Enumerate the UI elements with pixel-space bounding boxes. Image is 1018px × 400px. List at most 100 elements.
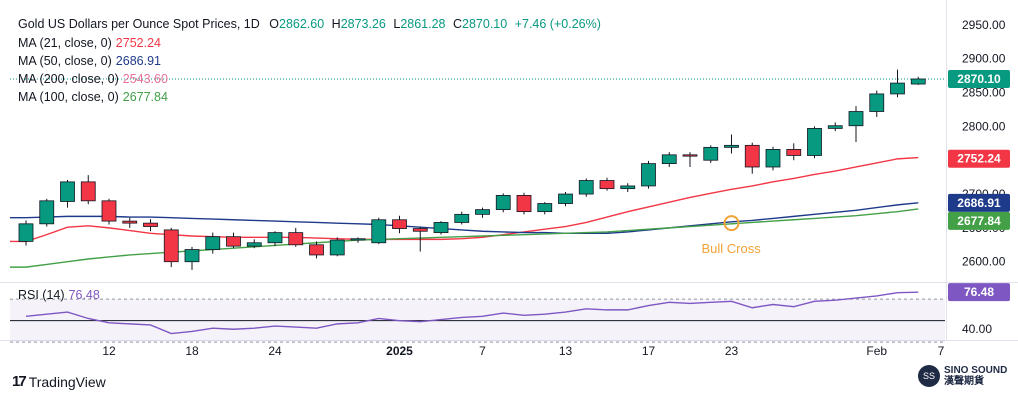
price-tick-label: 2850.00 [962, 86, 1006, 100]
candle [267, 231, 283, 247]
ma21-label: MA (21, close, 0) [18, 36, 112, 50]
chart-header: Gold US Dollars per Ounce Spot Prices, 1… [18, 17, 601, 31]
candle [18, 220, 34, 246]
candle [703, 145, 719, 163]
price-label: 2870.10 [957, 72, 1001, 86]
price-label-bg [948, 193, 1010, 212]
legend-ma200[interactable]: MA (200, close, 0) 2543.60 [18, 72, 168, 86]
candle-body [267, 232, 283, 244]
price-label: 2752.24 [957, 152, 1001, 166]
candle [392, 215, 407, 234]
candle [329, 237, 345, 257]
candle-body [205, 236, 221, 250]
rsi-value-label: 76.48 [964, 285, 994, 299]
candle [890, 69, 905, 98]
ma100-value: 2677.84 [122, 90, 168, 104]
bull-cross-label: Bull Cross [702, 241, 762, 256]
ma50-label: MA (50, close, 0) [18, 54, 112, 68]
sino-sound-watermark: SS SINO SOUND 漢聲期貨 [918, 365, 1007, 387]
candle [454, 211, 470, 225]
time-tick-label: Feb [866, 344, 887, 358]
ma21-value: 2752.24 [115, 36, 161, 50]
price-label: 2686.91 [957, 196, 1001, 210]
candle-body [309, 244, 324, 256]
high-label: H [331, 17, 341, 31]
low-label: L [393, 17, 401, 31]
time-tick-label: 24 [268, 344, 282, 358]
price-label-bg [948, 211, 1010, 230]
candle-body [101, 200, 117, 222]
time-tick-label: 18 [185, 344, 199, 358]
candle-body [516, 195, 532, 213]
price-label: 2677.84 [957, 214, 1001, 228]
candle [786, 143, 802, 161]
candle-body [537, 203, 553, 213]
candle [80, 175, 96, 205]
candle-body [599, 180, 615, 190]
candle [412, 226, 428, 252]
close-label: C [453, 17, 463, 31]
candle-body [744, 144, 760, 168]
candle [122, 217, 138, 228]
rsi-label: RSI (14) [18, 288, 65, 302]
candle [433, 221, 449, 235]
legend-ma100[interactable]: MA (100, close, 0) 2677.84 [18, 90, 168, 104]
rsi-value: 76.48 [68, 288, 100, 302]
candle [226, 232, 241, 249]
candle-body [412, 228, 428, 232]
candle-body [495, 195, 511, 211]
candle-body [890, 82, 905, 95]
symbol-title[interactable]: Gold US Dollars per Ounce Spot Prices, 1… [18, 17, 260, 31]
candle-body [184, 249, 200, 263]
rsi-value-label-bg [948, 283, 1010, 302]
legend-ma50[interactable]: MA (50, close, 0) 2686.91 [18, 54, 161, 68]
candle [765, 146, 781, 171]
candle [827, 122, 843, 132]
price-label-bg [948, 149, 1010, 168]
candle-body [848, 111, 864, 127]
candle [60, 179, 75, 208]
candle-body [641, 163, 656, 187]
ma-line-210 [10, 156, 919, 243]
candle-body [682, 154, 698, 157]
candle-body [910, 78, 926, 85]
candle [205, 232, 221, 254]
price-tick-label: 2800.00 [962, 119, 1006, 133]
candle-body [786, 148, 802, 156]
candle-body [807, 128, 822, 156]
candle [39, 198, 55, 227]
candle [744, 142, 760, 174]
change-value: +7.46 (+0.26%) [514, 17, 601, 31]
candle [620, 183, 636, 193]
candle-body [765, 148, 781, 168]
candle [288, 227, 304, 247]
price-tick-label: 2950.00 [962, 18, 1006, 32]
candle-body [18, 223, 34, 242]
legend-ma21[interactable]: MA (21, close, 0) 2752.24 [18, 36, 161, 50]
ma-line-100 [10, 208, 919, 268]
candle [599, 177, 615, 191]
candle [724, 134, 739, 154]
candle [578, 178, 594, 197]
candle-body [329, 239, 345, 256]
brand-name: TradingView [28, 373, 106, 390]
candle [350, 237, 366, 243]
legend-rsi[interactable]: RSI (14) 76.48 [18, 288, 100, 302]
candle-body [558, 193, 573, 204]
time-tick-label: 2025 [386, 344, 413, 358]
tradingview-logo[interactable]: 17 TradingView [12, 373, 106, 390]
price-label-bg [948, 69, 1010, 88]
time-tick-label: 13 [559, 344, 573, 358]
ma100-label: MA (100, close, 0) [18, 90, 119, 104]
candle-body [371, 219, 387, 244]
candle-body [703, 146, 719, 161]
candle [910, 76, 926, 85]
candle [641, 160, 656, 189]
candle [184, 246, 200, 270]
candle [495, 193, 511, 213]
candle-body [724, 144, 739, 148]
candle-body [246, 242, 262, 247]
candle [807, 126, 822, 159]
candle [848, 106, 864, 142]
